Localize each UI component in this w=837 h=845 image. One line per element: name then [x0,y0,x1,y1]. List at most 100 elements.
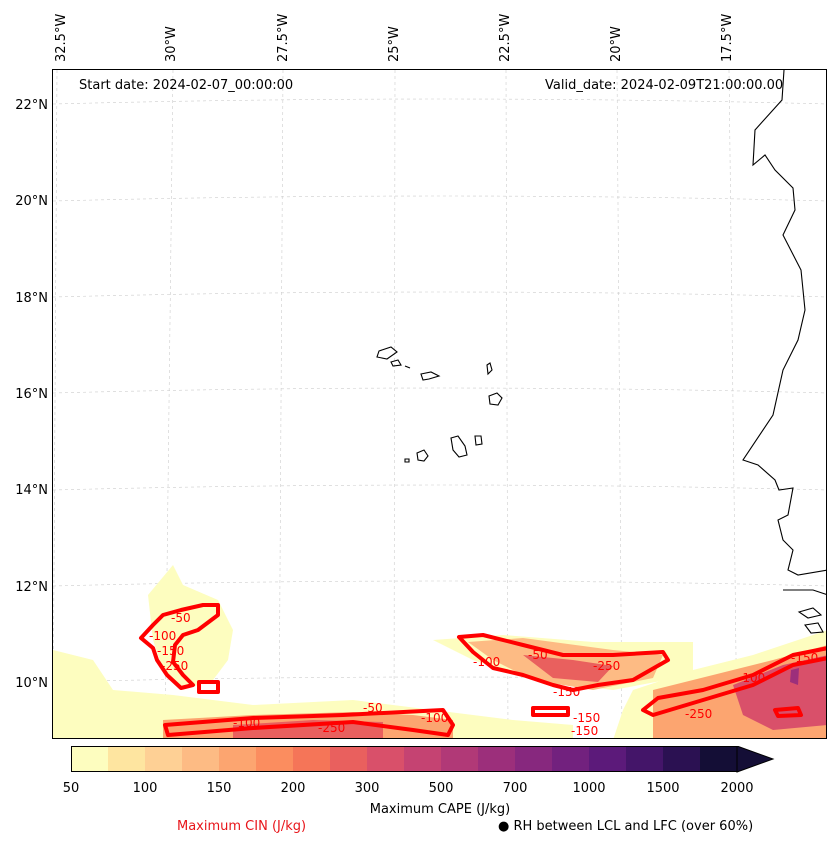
coastline-africa-south [783,589,826,595]
lat-label-18n: 18°N [15,291,48,306]
valid-date-text: Valid_date: 2024-02-09T21:00:00.00 [545,78,784,93]
colorbar-tick-200: 200 [280,781,306,796]
cin-contour-west [139,603,220,690]
cin-labels: -50 -100 -150 -250 -50 -100 -150 -250 -1… [149,611,818,738]
rh-legend-label: RH between LCL and LFC (over 60%) [513,819,754,834]
cin-label-1: -50 [171,611,191,625]
cin-label-14: -250 [685,707,712,721]
cape-area-west-low [53,650,573,738]
cin-label-7: -150 [553,685,580,699]
cin-label-12: -100 [421,711,448,725]
cin-label-17: -150 [571,724,598,738]
cape-area-west [148,565,233,690]
colorbar-tick-2000: 2000 [720,781,754,796]
cin-contour-east-small [773,706,803,718]
colorbar-segment-8 [330,746,367,772]
gridline-lon-25 [393,70,396,738]
lon-label-22-5w: 22.5°W [498,13,513,62]
lon-label-17-5w: 17.5°W [720,13,735,62]
colorbar-segment-7 [293,746,330,772]
island-sal [486,362,493,376]
cin-contour-east [641,646,826,717]
gridline-lon-22-5 [505,70,509,738]
cin-label-10: -250 [318,721,345,735]
cin-label-8: -250 [593,659,620,673]
cin-label-11: -50 [363,701,383,715]
island-santo-antao [376,346,398,360]
colorbar-tick-1500: 1500 [646,781,680,796]
map-panel[interactable]: -50 -100 -150 -250 -50 -100 -150 -250 -1… [52,69,827,739]
colorbar-segment-17 [663,746,700,772]
colorbar-title: Maximum CAPE (J/kg) [369,802,511,817]
colorbar-segment-6 [256,746,293,772]
lat-label-10n: 10°N [15,676,48,691]
lat-label-20n: 20°N [15,194,48,209]
lon-label-32-5w: 32.5°W [54,13,69,62]
colorbar-segment-18 [700,746,737,772]
colorbar-segment-3 [145,746,182,772]
cin-label-9: -100 [233,716,260,730]
colorbar-segment-2 [108,746,145,772]
colorbar-segment-10 [404,746,441,772]
lat-label-22n: 22°N [15,98,48,113]
colorbar-segment-13 [515,746,552,772]
lon-label-20w: 20°W [609,26,624,62]
colorbar-outline [71,746,738,772]
cin-label-2: -100 [149,629,176,643]
coastline-bijagos-1 [797,607,823,619]
gridline-lon-32-5 [53,70,58,738]
cin-label-6: -100 [473,655,500,669]
cin-label-13: -150 [573,711,600,725]
colorbar-extend-arrow [736,746,775,773]
colorbar-tick-1000: 1000 [572,781,606,796]
gridline-lon-27-5 [278,70,284,738]
colorbar-segment-16 [626,746,663,772]
island-santa-luzia [404,365,411,369]
lon-label-25w: 25°W [387,26,402,62]
cin-contour-south [163,708,455,737]
colorbar-segment-1 [71,746,108,772]
island-sao-nicolau [420,371,441,381]
coastline-africa [742,70,826,576]
colorbar-segment-5 [219,746,256,772]
cin-contours [139,603,826,737]
colorbar-segment-9 [367,746,404,772]
gridline-lon-17-5 [728,70,738,738]
colorbar-segment-11 [441,746,478,772]
gridline-lat-22 [53,98,826,105]
cape-area-east-core [733,655,826,730]
lat-label-16n: 16°N [15,387,48,402]
island-brava [404,458,410,463]
gridline-lat-20 [53,195,826,202]
rh-dot-icon: ● [498,819,510,834]
gridline-lat-14 [53,484,826,491]
island-santiago [450,435,468,458]
lat-label-12n: 12°N [15,580,48,595]
gridline-lat-18 [53,291,826,298]
colorbar-segment-4 [182,746,219,772]
cape-area-south-core [233,720,383,738]
colorbar-tick-300: 300 [354,781,380,796]
cin-legend-label: Maximum CIN (J/kg) [177,819,307,834]
colorbar-tick-500: 500 [428,781,454,796]
cin-label-3: -150 [157,644,184,658]
cin-label-5: -50 [528,648,548,662]
colorbar-segment-12 [478,746,515,772]
island-fogo [416,449,429,462]
lon-label-27-5w: 27.5°W [276,13,291,62]
lat-label-14n: 14°N [15,483,48,498]
island-sao-vicente [390,359,402,367]
cin-label-16: -150 [791,651,818,665]
cin-contour-center [457,633,670,692]
island-boa-vista [488,392,503,406]
cin-label-15: -100 [738,671,765,685]
coastlines [376,70,826,634]
cin-contour-west-small [197,680,220,694]
gridline-lon-20 [616,70,623,738]
colorbar-tick-50: 50 [62,781,80,796]
cin-label-4: -250 [161,659,188,673]
cape-colorbar [71,746,775,773]
colorbar-tick-100: 100 [132,781,158,796]
cape-area-east-peak [790,668,799,685]
rh-legend: ● RH between LCL and LFC (over 60%) [498,819,753,834]
